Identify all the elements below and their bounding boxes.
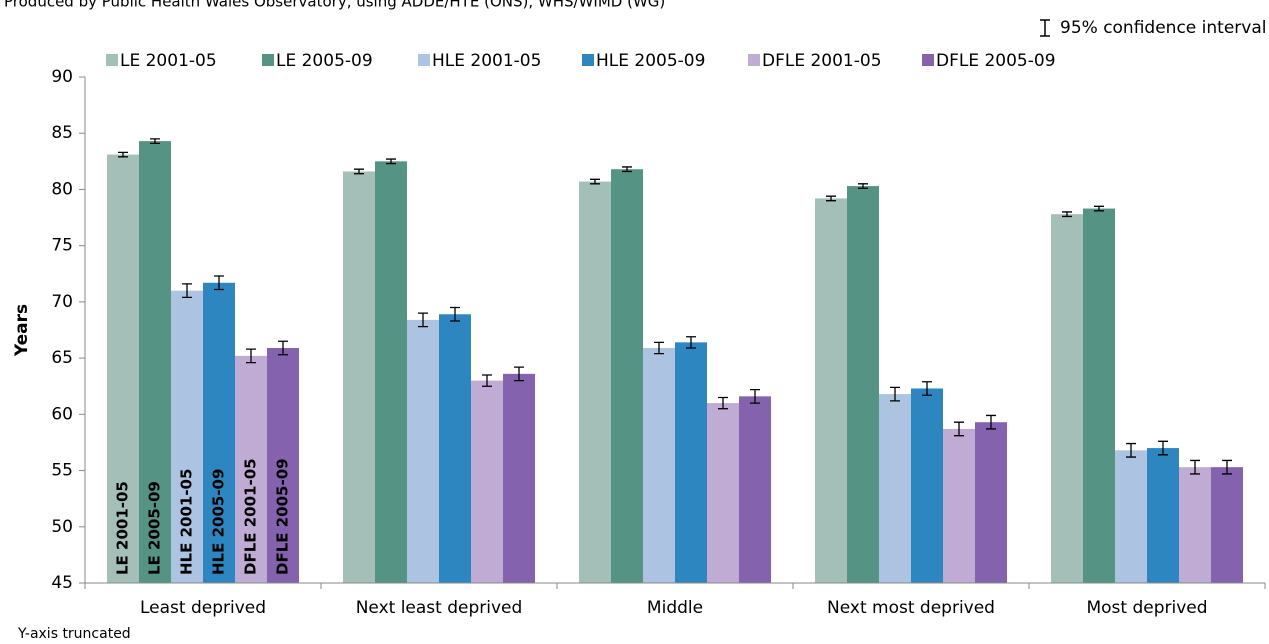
bar [203, 282, 235, 583]
legend-swatch [262, 54, 274, 66]
bar [1051, 214, 1083, 583]
error-bar [1062, 211, 1072, 218]
bar [611, 169, 643, 583]
bar-inline-label: HLE 2005-09 [210, 469, 228, 575]
legend-swatch [922, 54, 934, 66]
error-bar [182, 283, 192, 299]
source-note: Produced by Public Health Wales Observat… [4, 0, 665, 11]
error-bar [1126, 442, 1136, 458]
error-bar [1190, 459, 1200, 475]
bar [1147, 448, 1179, 583]
bar [139, 141, 171, 584]
legend-label: LE 2001-05 [120, 51, 217, 71]
legend-swatch [748, 54, 760, 66]
error-bar [858, 183, 868, 189]
bar-inline-label: HLE 2001-05 [178, 469, 196, 575]
error-bar [386, 158, 396, 165]
bar [471, 380, 503, 583]
bar [1083, 208, 1115, 583]
y-tick-label: 50 [51, 517, 73, 537]
error-bar [622, 166, 632, 173]
y-tick-label: 90 [51, 67, 73, 87]
legend-swatch [582, 54, 594, 66]
bar [107, 154, 139, 583]
error-bar [246, 348, 256, 364]
error-bar [826, 195, 836, 202]
legend-label: LE 2005-09 [276, 51, 373, 71]
bar [911, 388, 943, 583]
error-bar [590, 178, 600, 185]
footnote: Y-axis truncated [17, 626, 131, 642]
legend-label: DFLE 2005-09 [936, 51, 1056, 71]
y-tick-label: 65 [51, 348, 73, 368]
bar [675, 342, 707, 583]
error-bar [922, 381, 932, 396]
y-tick-label: 75 [51, 236, 73, 256]
error-bar [954, 421, 964, 437]
bar [1115, 450, 1147, 583]
bar-inline-label: LE 2005-09 [146, 481, 164, 575]
error-bar [986, 414, 996, 430]
error-legend-label: 95% confidence interval [1060, 18, 1266, 38]
bar [1211, 467, 1243, 583]
y-tick-label: 55 [51, 461, 73, 481]
bar [503, 373, 535, 583]
bar [707, 403, 739, 583]
legend-swatch [106, 54, 118, 66]
y-tick-label: 85 [51, 123, 73, 143]
error-bar [118, 151, 128, 158]
error-bar [654, 341, 664, 355]
bar [739, 396, 771, 583]
legend-label: HLE 2005-09 [596, 51, 705, 71]
bar [815, 198, 847, 583]
bar [171, 290, 203, 583]
error-bar [1222, 459, 1232, 475]
error-legend-icon [1040, 19, 1050, 37]
bar [343, 171, 375, 583]
bar [267, 347, 299, 583]
bar [579, 181, 611, 583]
legend-label: HLE 2001-05 [432, 51, 541, 71]
error-bar [278, 340, 288, 356]
bar [235, 355, 267, 583]
legend-swatch [418, 54, 430, 66]
error-bar [890, 386, 900, 402]
error-bar [150, 138, 160, 144]
error-bar [514, 366, 524, 382]
legend-label: DFLE 2001-05 [762, 51, 882, 71]
error-bar [354, 168, 364, 175]
error-bar [450, 306, 460, 322]
bar [407, 319, 439, 583]
error-bar [482, 374, 492, 387]
error-bar [1094, 205, 1104, 212]
error-bar [214, 275, 224, 291]
y-tick-label: 80 [51, 179, 73, 199]
bar [879, 394, 911, 583]
error-bar [1158, 440, 1168, 456]
bar-inline-label: DFLE 2001-05 [242, 458, 260, 575]
y-tick-label: 45 [51, 573, 73, 593]
error-bar [750, 388, 760, 404]
x-tick-label: Least deprived [140, 598, 266, 618]
x-tick-label: Next least deprived [356, 598, 523, 618]
bar [1179, 467, 1211, 583]
y-axis-label: Years [12, 304, 32, 357]
x-tick-label: Next most deprived [827, 598, 995, 618]
y-tick-label: 70 [51, 292, 73, 312]
error-bar [686, 336, 696, 349]
bar-inline-label: LE 2001-05 [114, 481, 132, 575]
bar [943, 428, 975, 583]
bar [975, 422, 1007, 583]
bar [375, 161, 407, 584]
x-tick-label: Middle [647, 598, 703, 618]
bar [439, 314, 471, 583]
bar [847, 186, 879, 583]
bar-inline-label: DFLE 2005-09 [274, 458, 292, 575]
error-bar [418, 312, 428, 328]
bar [643, 347, 675, 583]
x-tick-label: Most deprived [1086, 598, 1207, 618]
error-bar [718, 396, 728, 410]
y-tick-label: 60 [51, 404, 73, 424]
